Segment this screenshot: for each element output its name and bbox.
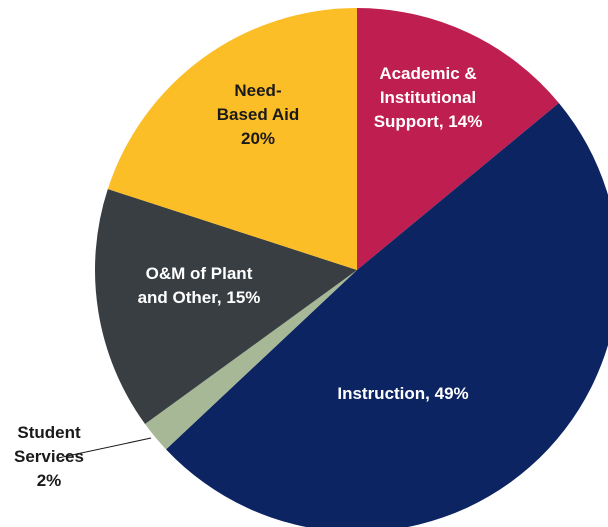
slice-label-line: Student (17, 423, 81, 442)
slice-label-line: and Other, 15% (138, 288, 261, 307)
pie-labels: Academic & Institutional Support, 14% Instr… (14, 64, 482, 490)
slice-label-line: O&M of Plant (146, 264, 253, 283)
slice-label-instruction: Instruction, 49% (337, 384, 468, 403)
pie-slice-om-plant-other (94, 189, 358, 424)
pie-slice-academic-institutional-support (357, 8, 559, 270)
slice-label-need-based-aid: Need- Based Aid 20% (217, 81, 300, 148)
slice-label-line: Academic & (379, 64, 476, 83)
slice-label-student-services: Student Services 2% (14, 423, 84, 490)
slice-label-line: Services (14, 447, 84, 466)
pie-slices (94, 8, 608, 527)
slice-label-line: Instruction, 49% (337, 384, 468, 403)
slice-label-om-plant-other: O&M of Plant and Other, 15% (138, 264, 261, 307)
pie-slice-student-services (145, 270, 357, 450)
slice-label-line: 2% (37, 471, 62, 490)
slice-label-line: 20% (241, 129, 275, 148)
slice-label-line: Support, 14% (374, 112, 483, 131)
pie-slice-instruction (166, 102, 608, 527)
pie-slice-need-based-aid (107, 8, 357, 270)
slice-label-line: Based Aid (217, 105, 300, 124)
student-services-leader-line (57, 437, 152, 459)
slice-label-academic-institutional-support: Academic & Institutional Support, 14% (374, 64, 483, 131)
slice-label-line: Institutional (380, 88, 476, 107)
slice-label-line: Need- (234, 81, 281, 100)
